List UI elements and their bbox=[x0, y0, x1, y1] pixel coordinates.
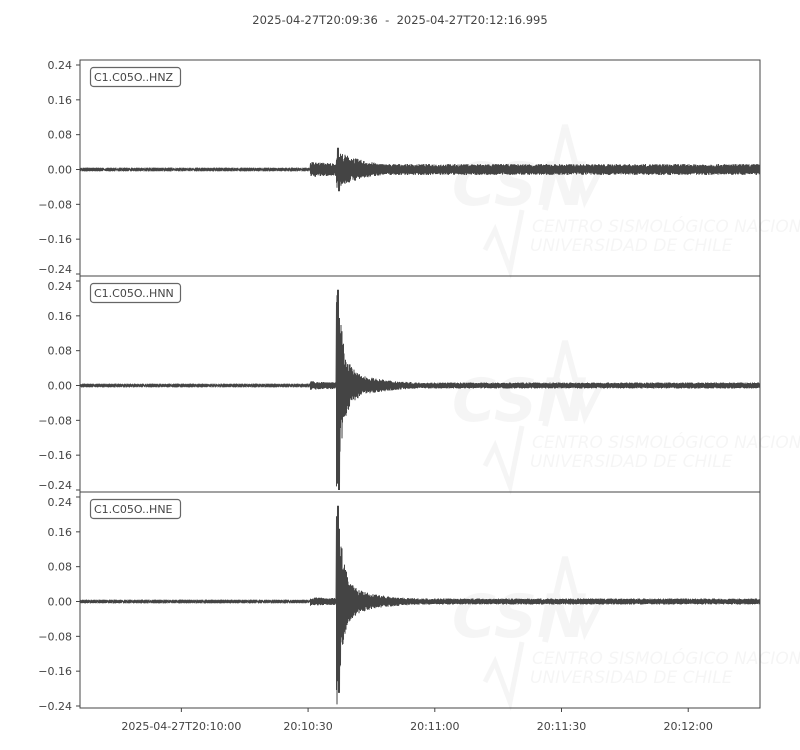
y-tick-label: 0.08 bbox=[48, 129, 73, 142]
y-tick-label: 0.00 bbox=[48, 164, 73, 177]
chart-title: 2025-04-27T20:09:36 - 2025-04-27T20:12:1… bbox=[252, 13, 548, 27]
y-tick-label: −0.16 bbox=[38, 449, 72, 462]
watermark-line2: UNIVERSIDAD DE CHILE bbox=[530, 668, 733, 688]
y-tick-label: 0.24 bbox=[48, 496, 73, 509]
y-tick-label: −0.24 bbox=[38, 700, 72, 713]
y-tick-label: −0.16 bbox=[38, 665, 72, 678]
trace-label: C1.C05O..HNE bbox=[94, 503, 173, 516]
waveform-trace-hnz bbox=[79, 147, 761, 192]
x-tick-label: 20:12:00 bbox=[664, 720, 713, 733]
watermark-line2: UNIVERSIDAD DE CHILE bbox=[530, 452, 733, 472]
x-tick-label: 20:11:30 bbox=[537, 720, 586, 733]
y-tick-label: −0.08 bbox=[38, 198, 72, 211]
y-tick-label: 0.08 bbox=[48, 345, 73, 358]
y-tick-label: 0.16 bbox=[48, 310, 73, 323]
csn-watermark: CSNCENTRO SISMOLÓGICO NACIONALUNIVERSIDA… bbox=[452, 125, 800, 270]
csn-watermark: CSNCENTRO SISMOLÓGICO NACIONALUNIVERSIDA… bbox=[452, 341, 800, 486]
x-tick-label: 20:11:00 bbox=[410, 720, 459, 733]
trace-label-box bbox=[89, 498, 182, 520]
y-tick-label: 0.16 bbox=[48, 526, 73, 539]
y-tick-label: 0.16 bbox=[48, 94, 73, 107]
y-tick-label: 0.08 bbox=[48, 561, 73, 574]
trace-label: C1.C05O..HNZ bbox=[94, 71, 174, 84]
y-tick-label: −0.08 bbox=[38, 414, 72, 427]
y-tick-label: 0.00 bbox=[48, 596, 73, 609]
y-tick-label: 0.24 bbox=[48, 59, 73, 72]
y-tick-label: −0.24 bbox=[38, 479, 72, 492]
y-tick-label: 0.24 bbox=[48, 280, 73, 293]
trace-label-box bbox=[89, 66, 182, 88]
trace-label-box bbox=[89, 282, 182, 304]
x-tick-label: 20:10:30 bbox=[283, 720, 332, 733]
y-tick-label: 0.00 bbox=[48, 380, 73, 393]
axes-frame bbox=[79, 491, 761, 709]
csn-watermark: CSNCENTRO SISMOLÓGICO NACIONALUNIVERSIDA… bbox=[452, 557, 800, 702]
watermark-logo-text: CSN bbox=[452, 150, 587, 220]
watermark-logo-text: CSN bbox=[452, 582, 587, 652]
watermark-line2: UNIVERSIDAD DE CHILE bbox=[530, 236, 733, 256]
trace-label: C1.C05O..HNN bbox=[94, 287, 174, 300]
y-tick-label: −0.08 bbox=[38, 630, 72, 643]
x-tick-label: 2025-04-27T20:10:00 bbox=[121, 720, 241, 733]
y-tick-label: −0.24 bbox=[38, 263, 72, 276]
waveform-trace-hnn bbox=[79, 289, 761, 491]
y-tick-label: −0.16 bbox=[38, 233, 72, 246]
watermark-logo-text: CSN bbox=[452, 366, 587, 436]
waveform-trace-hne bbox=[79, 505, 761, 705]
